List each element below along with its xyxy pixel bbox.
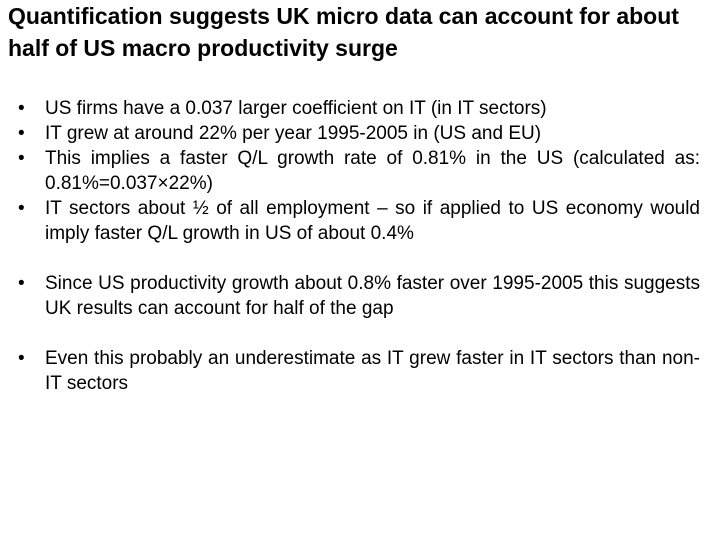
bullet: IT sectors about ½ of all employment – s…: [18, 196, 700, 246]
slide-title: Quantification suggests UK micro data ca…: [8, 3, 679, 61]
bullet: IT grew at around 22% per year 1995-2005…: [18, 121, 700, 146]
bullet: Since US productivity growth about 0.8% …: [18, 271, 700, 321]
bullet: US firms have a 0.037 larger coefficient…: [18, 96, 700, 121]
bullet: This implies a faster Q/L growth rate of…: [18, 146, 700, 196]
bullet: Even this probably an underestimate as I…: [18, 346, 700, 396]
bullet-list: US firms have a 0.037 larger coefficient…: [18, 96, 700, 396]
